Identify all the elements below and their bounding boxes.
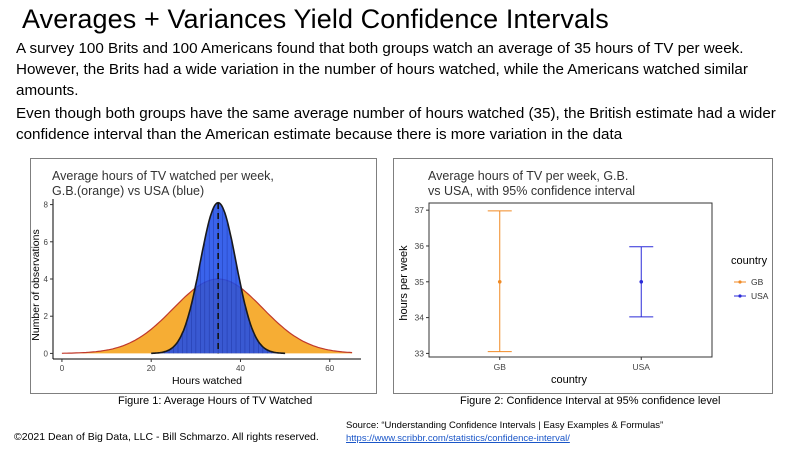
- legend-key-point: [738, 280, 742, 284]
- legend-key-point: [738, 294, 742, 298]
- ci-chart: Average hours of TV per week, G.B. vs US…: [398, 169, 769, 386]
- histogram-chart: Average hours of TV watched per week, G.…: [31, 169, 361, 387]
- point-GB: [497, 279, 502, 284]
- histogram-chart-panel: Average hours of TV watched per week, G.…: [30, 158, 377, 394]
- series-1-curve: [151, 201, 286, 355]
- y-tick-label: 8: [44, 201, 49, 210]
- conclusion-paragraph: Even though both groups have the same av…: [16, 105, 776, 143]
- chart1-title: Average hours of TV watched per week,: [52, 169, 274, 183]
- chart2-subtitle: vs USA, with 95% confidence interval: [428, 184, 635, 198]
- point-USA: [639, 279, 644, 284]
- y-tick-label: 0: [44, 349, 49, 358]
- x-tick-label: GB: [494, 362, 507, 372]
- y-tick-label: 34: [415, 313, 425, 323]
- x-tick-label: 60: [325, 364, 334, 373]
- y-tick-label: 33: [415, 348, 425, 358]
- legend-title: country: [731, 255, 768, 267]
- plot-border: [428, 202, 713, 358]
- copyright-text: ©2021 Dean of Big Data, LLC - Bill Schma…: [14, 431, 319, 443]
- x-tick-label: 40: [236, 364, 245, 373]
- chart1-ylabel: Number of observations: [31, 229, 42, 340]
- chart2-ylabel: hours per week: [398, 245, 410, 321]
- legend-label: USA: [751, 291, 769, 301]
- y-tick-label: 6: [44, 238, 49, 247]
- x-tick-label: USA: [633, 362, 651, 372]
- chart1-subtitle: G.B.(orange) vs USA (blue): [52, 184, 204, 198]
- source-text: Source: “Understanding Confidence Interv…: [346, 420, 664, 431]
- y-tick-label: 36: [415, 241, 425, 251]
- x-tick-label: 20: [147, 364, 156, 373]
- legend-label: GB: [751, 277, 764, 287]
- y-tick-label: 35: [415, 277, 425, 287]
- y-tick-label: 2: [44, 312, 49, 321]
- intro-paragraph: A survey 100 Brits and 100 Americans fou…: [16, 40, 748, 99]
- figure1-caption: Figure 1: Average Hours of TV Watched: [118, 395, 313, 407]
- chart2-title: Average hours of TV per week, G.B.: [428, 169, 628, 183]
- y-tick-label: 37: [415, 205, 425, 215]
- source-link[interactable]: https://www.scribbr.com/statistics/confi…: [346, 433, 570, 444]
- ci-chart-panel: Average hours of TV per week, G.B. vs US…: [393, 158, 773, 394]
- slide-title: Averages + Variances Yield Confidence In…: [22, 4, 609, 34]
- chart2-xlabel: country: [551, 374, 588, 386]
- chart1-xlabel: Hours watched: [172, 375, 242, 387]
- x-tick-label: 0: [60, 364, 65, 373]
- y-tick-label: 4: [44, 275, 49, 284]
- figure2-caption: Figure 2: Confidence Interval at 95% con…: [460, 395, 721, 407]
